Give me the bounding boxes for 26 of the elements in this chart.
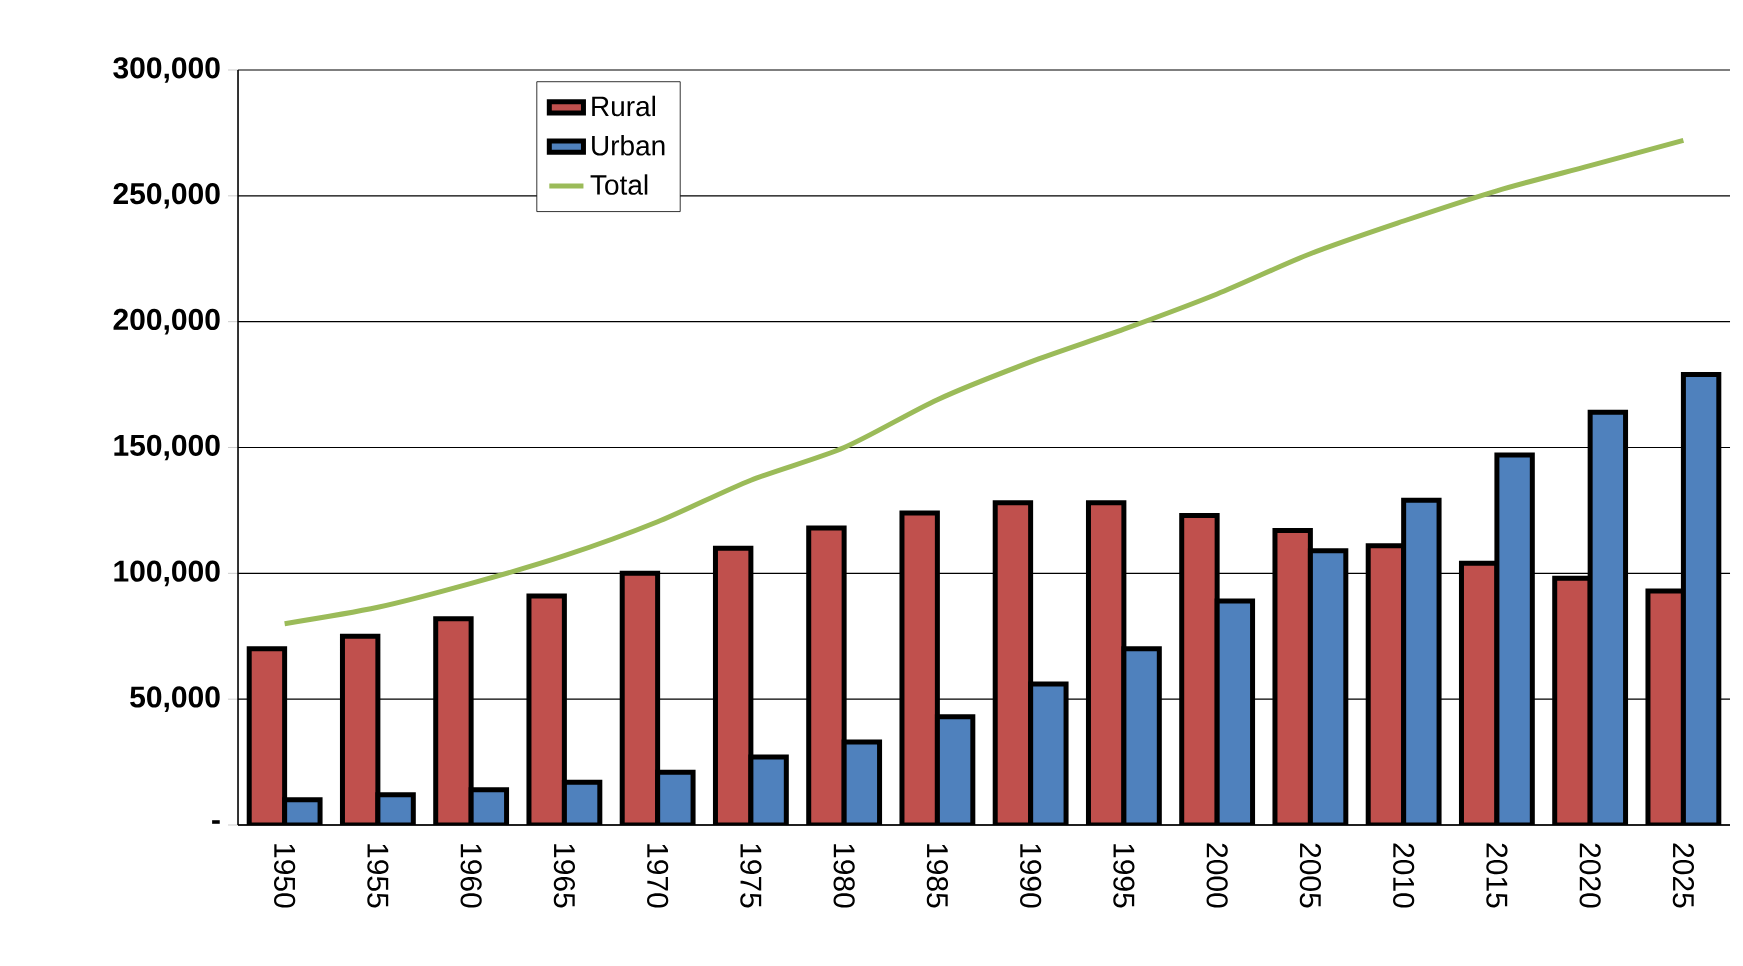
x-tick-label: 2005 [1299, 843, 1322, 908]
x-tick-label: 2010 [1393, 843, 1415, 908]
legend-label: Total [590, 174, 648, 195]
x-tick-label: 1985 [926, 844, 949, 908]
legend-label: Urban [592, 135, 665, 156]
x-tick-label: 1960 [460, 844, 482, 908]
x-tick-label: 1990 [1020, 844, 1042, 908]
x-tick-label: 2025 [1672, 843, 1695, 908]
y-tick-label: 150,000 [114, 434, 220, 461]
x-tick-label: 1975 [740, 844, 762, 908]
y-tick-label: 250,000 [113, 183, 220, 209]
x-tick-label: 2015 [1486, 843, 1508, 908]
x-tick-label: 2000 [1206, 843, 1228, 908]
y-tick-label: 300,000 [113, 57, 220, 83]
x-tick-label: 1980 [833, 844, 855, 908]
legend-label: Rural [592, 95, 655, 117]
x-tick-label: 1950 [274, 844, 296, 908]
y-tick-label: - [212, 820, 220, 824]
y-tick-label: 200,000 [113, 308, 220, 335]
x-tick-label: 1970 [647, 844, 669, 908]
y-tick-label: 50,000 [130, 686, 220, 712]
y-tick-label: 100,000 [114, 560, 220, 587]
x-tick-label: 2020 [1579, 843, 1601, 908]
x-tick-label: 1995 [1113, 844, 1135, 908]
x-tick-label: 1955 [367, 844, 389, 908]
x-tick-label: 1965 [553, 844, 576, 908]
